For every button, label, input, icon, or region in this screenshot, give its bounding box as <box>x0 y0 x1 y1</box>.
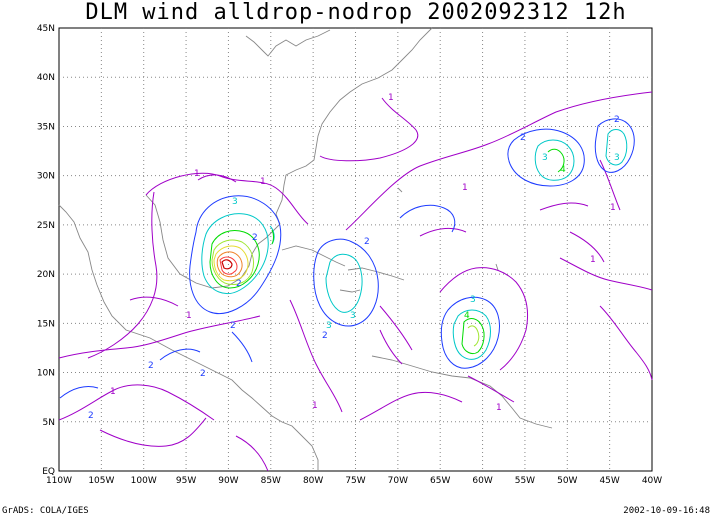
lon-label: 105W <box>88 476 114 486</box>
svg-text:3: 3 <box>542 153 548 163</box>
svg-text:3: 3 <box>232 197 238 207</box>
svg-text:2: 2 <box>230 321 236 331</box>
svg-text:2: 2 <box>520 133 526 143</box>
svg-text:2: 2 <box>614 115 620 125</box>
lat-label: 15N <box>37 319 55 329</box>
contours-level-5 <box>211 239 480 347</box>
svg-text:2: 2 <box>200 369 206 379</box>
svg-text:1: 1 <box>186 311 192 321</box>
lat-axis-labels: EQ 5N 10N 15N 20N 25N 30N 35N 40N 45N <box>37 24 55 477</box>
lat-label: 40N <box>37 73 55 83</box>
gridlines <box>59 28 652 471</box>
svg-text:4: 4 <box>464 311 470 321</box>
svg-text:1: 1 <box>388 93 394 103</box>
svg-text:2: 2 <box>322 331 328 341</box>
contours-level-9 <box>221 259 233 270</box>
svg-text:1: 1 <box>312 401 318 411</box>
lon-label: 50W <box>557 476 577 486</box>
svg-text:3: 3 <box>326 321 332 331</box>
svg-text:2: 2 <box>364 237 370 247</box>
lat-label: 5N <box>43 418 55 428</box>
lon-label: 40W <box>642 476 662 486</box>
lat-label: 35N <box>37 122 55 132</box>
svg-text:1: 1 <box>462 183 468 193</box>
svg-text:1: 1 <box>496 403 502 413</box>
svg-text:1: 1 <box>194 169 200 179</box>
svg-text:1: 1 <box>110 387 116 397</box>
coastlines <box>58 27 553 471</box>
lon-label: 75W <box>345 476 365 486</box>
svg-text:1: 1 <box>610 203 616 213</box>
contours-level-1 <box>58 91 653 472</box>
svg-text:4: 4 <box>560 165 566 175</box>
lon-label: 70W <box>388 476 408 486</box>
svg-text:1: 1 <box>260 177 266 187</box>
contours-level-4 <box>209 148 565 355</box>
lon-label: 65W <box>430 476 450 486</box>
lon-label: 55W <box>515 476 535 486</box>
svg-text:3: 3 <box>350 311 356 321</box>
lon-label: 90W <box>218 476 238 486</box>
lat-label: 45N <box>37 24 55 34</box>
svg-text:2: 2 <box>236 279 242 289</box>
lon-label: 45W <box>599 476 619 486</box>
footer-credit: GrADS: COLA/IGES <box>2 506 89 516</box>
svg-text:3: 3 <box>470 295 476 305</box>
lon-axis-labels: 110W 105W 100W 95W 90W 85W 80W 75W 70W 65W 60W 55W 5… <box>46 476 662 486</box>
lon-label: 60W <box>472 476 492 486</box>
lat-label: 30N <box>37 172 55 182</box>
contour-labels: 1 1 1 1 1 1 1 1 1 1 2 2 2 2 2 2 2 2 2 2 … <box>88 93 620 421</box>
contours-level-2 <box>59 118 635 399</box>
svg-text:1: 1 <box>590 255 596 265</box>
lon-label: 100W <box>131 476 157 486</box>
lat-label: 10N <box>37 369 55 379</box>
lat-label: 20N <box>37 270 55 280</box>
lon-label: 110W <box>46 476 72 486</box>
lon-label: 95W <box>176 476 196 486</box>
contours-level-6 <box>213 245 249 282</box>
lat-label: EQ <box>42 467 55 477</box>
map-title: DLM wind alldrop-nodrop 2002092312 12h <box>85 0 627 25</box>
svg-text:2: 2 <box>252 233 258 243</box>
lon-label: 80W <box>303 476 323 486</box>
footer-timestamp: 2002-10-09-16:48 <box>623 506 710 516</box>
svg-text:2: 2 <box>88 411 94 421</box>
contours-level-7 <box>216 251 243 278</box>
contours-level-3 <box>201 129 628 360</box>
svg-text:2: 2 <box>148 361 154 371</box>
lon-label: 85W <box>261 476 281 486</box>
svg-text:3: 3 <box>614 153 620 163</box>
lat-label: 25N <box>37 221 55 231</box>
contours-level-8 <box>219 256 238 275</box>
